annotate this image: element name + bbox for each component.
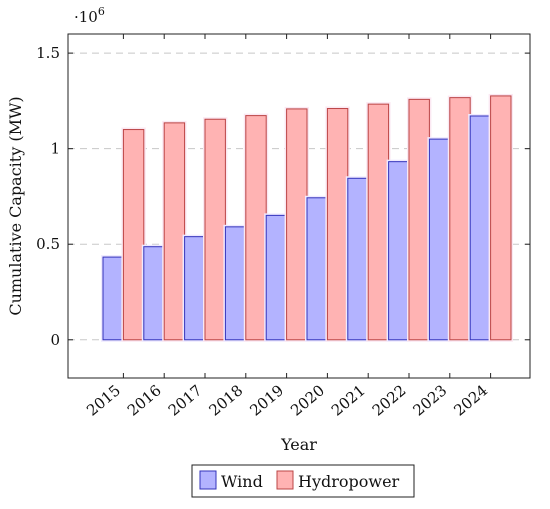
y-tick-label: 1.5 [36, 44, 60, 62]
bar-hydropower-2018 [245, 115, 267, 341]
bar-wind-2019 [265, 214, 288, 341]
bar-wind-2022 [388, 161, 410, 341]
bar-wind-2021 [347, 177, 369, 341]
x-tick-label-2023: 2023 [410, 381, 451, 419]
legend-label-hydropower: Hydropower [298, 472, 400, 491]
bar-hydropower-2017 [204, 118, 226, 341]
bar-wind-2016 [143, 246, 165, 341]
x-tick-label-2018: 2018 [206, 381, 247, 419]
legend-box [191, 464, 415, 498]
bar-hydropower-2021 [367, 103, 390, 341]
bar-wind-2023 [428, 138, 451, 341]
x-tick-label-2021: 2021 [328, 381, 369, 419]
legend: Wind Hydropower [191, 464, 415, 498]
x-tick-label-2015: 2015 [83, 381, 124, 419]
bar-wind-2015 [102, 256, 124, 341]
y-multiplier-base: ·10 [74, 8, 98, 26]
y-tick-label: 0 [50, 331, 60, 349]
legend-label-wind: Wind [221, 472, 263, 491]
x-axis-label: Year [280, 435, 317, 454]
legend-swatch-hydropower [276, 470, 294, 490]
y-multiplier: ·106 [74, 5, 105, 26]
bar-hydropower-2019 [286, 108, 308, 341]
y-ticks: 0 0.5 1 1.5 [36, 44, 530, 349]
legend-swatch-wind [199, 470, 217, 490]
plot-frame [67, 33, 531, 379]
x-tick-label-2022: 2022 [369, 381, 410, 419]
y-tick-label: 0.5 [36, 235, 60, 253]
bar-hydropower-2016 [163, 122, 186, 341]
bar-hydropower-2015 [122, 129, 145, 341]
x-tick-label-2017: 2017 [165, 381, 206, 419]
x-tick-label-2020: 2020 [287, 381, 328, 419]
bars [101, 93, 513, 342]
bar-wind-2024 [469, 115, 492, 341]
y-multiplier-exp: 6 [98, 5, 105, 18]
bar-wind-2020 [306, 197, 328, 341]
bar-wind-2017 [184, 236, 206, 341]
x-tick-label-2024: 2024 [450, 381, 491, 419]
bar-hydropower-2022 [408, 98, 430, 341]
y-axis-label: Cumulative Capacity (MW) [6, 96, 25, 315]
bar-wind-2018 [224, 226, 247, 341]
x-tick-label-2016: 2016 [124, 381, 165, 419]
bar-hydropower-2023 [449, 97, 471, 341]
bar-hydropower-2024 [490, 95, 512, 341]
y-tick-label: 1 [50, 140, 60, 158]
x-tick-label-2019: 2019 [246, 381, 287, 419]
bar-hydropower-2020 [326, 108, 349, 341]
